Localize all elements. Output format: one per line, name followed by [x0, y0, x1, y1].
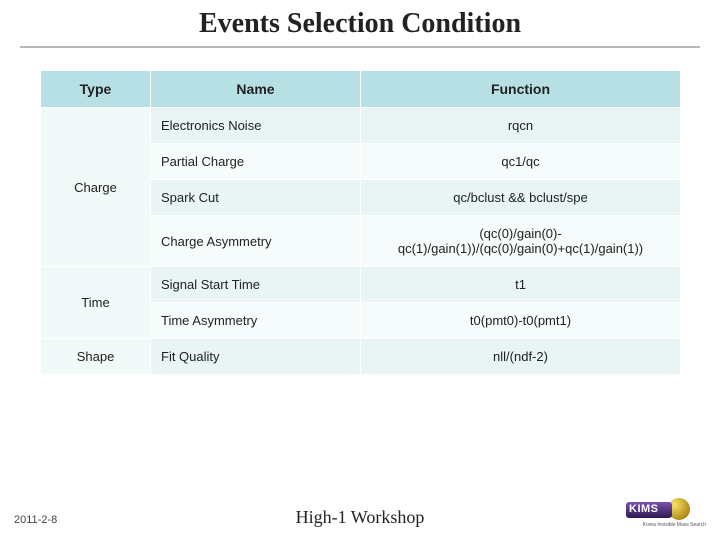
table-row: Time Signal Start Time t1: [41, 267, 681, 303]
func-cell: (qc(0)/gain(0)-qc(1)/gain(1))/(qc(0)/gai…: [361, 216, 681, 267]
type-cell-charge: Charge: [41, 108, 151, 267]
logo-text: KIMS: [629, 503, 659, 515]
footer-center: High-1 Workshop: [0, 507, 720, 528]
func-cell: qc/bclust && bclust/spe: [361, 180, 681, 216]
name-cell: Charge Asymmetry: [151, 216, 361, 267]
func-cell: t1: [361, 267, 681, 303]
func-cell: nll/(ndf-2): [361, 339, 681, 375]
table-row: Shape Fit Quality nll/(ndf-2): [41, 339, 681, 375]
selection-table: Type Name Function Charge Electronics No…: [40, 70, 681, 375]
title-underline: [20, 46, 700, 48]
name-cell: Time Asymmetry: [151, 303, 361, 339]
col-func: Function: [361, 71, 681, 108]
kims-logo-icon: KIMS Korea Invisible Mass Search: [626, 500, 706, 528]
name-cell: Signal Start Time: [151, 267, 361, 303]
table-header-row: Type Name Function: [41, 71, 681, 108]
footer-logo: KIMS Korea Invisible Mass Search: [626, 500, 706, 528]
name-cell: Fit Quality: [151, 339, 361, 375]
col-type: Type: [41, 71, 151, 108]
name-cell: Electronics Noise: [151, 108, 361, 144]
page-title: Events Selection Condition: [0, 8, 720, 46]
selection-table-wrap: Type Name Function Charge Electronics No…: [40, 70, 680, 375]
col-name: Name: [151, 71, 361, 108]
name-cell: Spark Cut: [151, 180, 361, 216]
type-cell-shape: Shape: [41, 339, 151, 375]
slide: Events Selection Condition Type Name Fun…: [0, 0, 720, 540]
table-row: Charge Electronics Noise rqcn: [41, 108, 681, 144]
name-cell: Partial Charge: [151, 144, 361, 180]
func-cell: qc1/qc: [361, 144, 681, 180]
logo-subtext: Korea Invisible Mass Search: [643, 522, 706, 528]
func-cell: rqcn: [361, 108, 681, 144]
func-cell: t0(pmt0)-t0(pmt1): [361, 303, 681, 339]
type-cell-time: Time: [41, 267, 151, 339]
